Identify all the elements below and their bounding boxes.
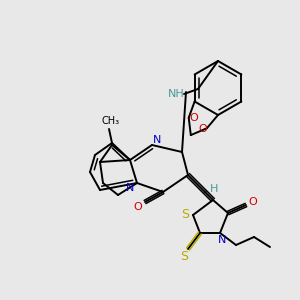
Text: H: H <box>210 184 218 194</box>
Text: N: N <box>153 135 161 145</box>
Text: O: O <box>134 202 142 212</box>
Text: N: N <box>218 235 226 245</box>
Text: O: O <box>249 197 257 207</box>
Text: O: O <box>199 124 207 134</box>
Text: O: O <box>189 113 198 123</box>
Text: CH₃: CH₃ <box>102 116 120 126</box>
Text: S: S <box>181 208 189 221</box>
Text: S: S <box>180 250 188 263</box>
Text: NH: NH <box>168 89 184 99</box>
Text: N: N <box>126 183 134 193</box>
